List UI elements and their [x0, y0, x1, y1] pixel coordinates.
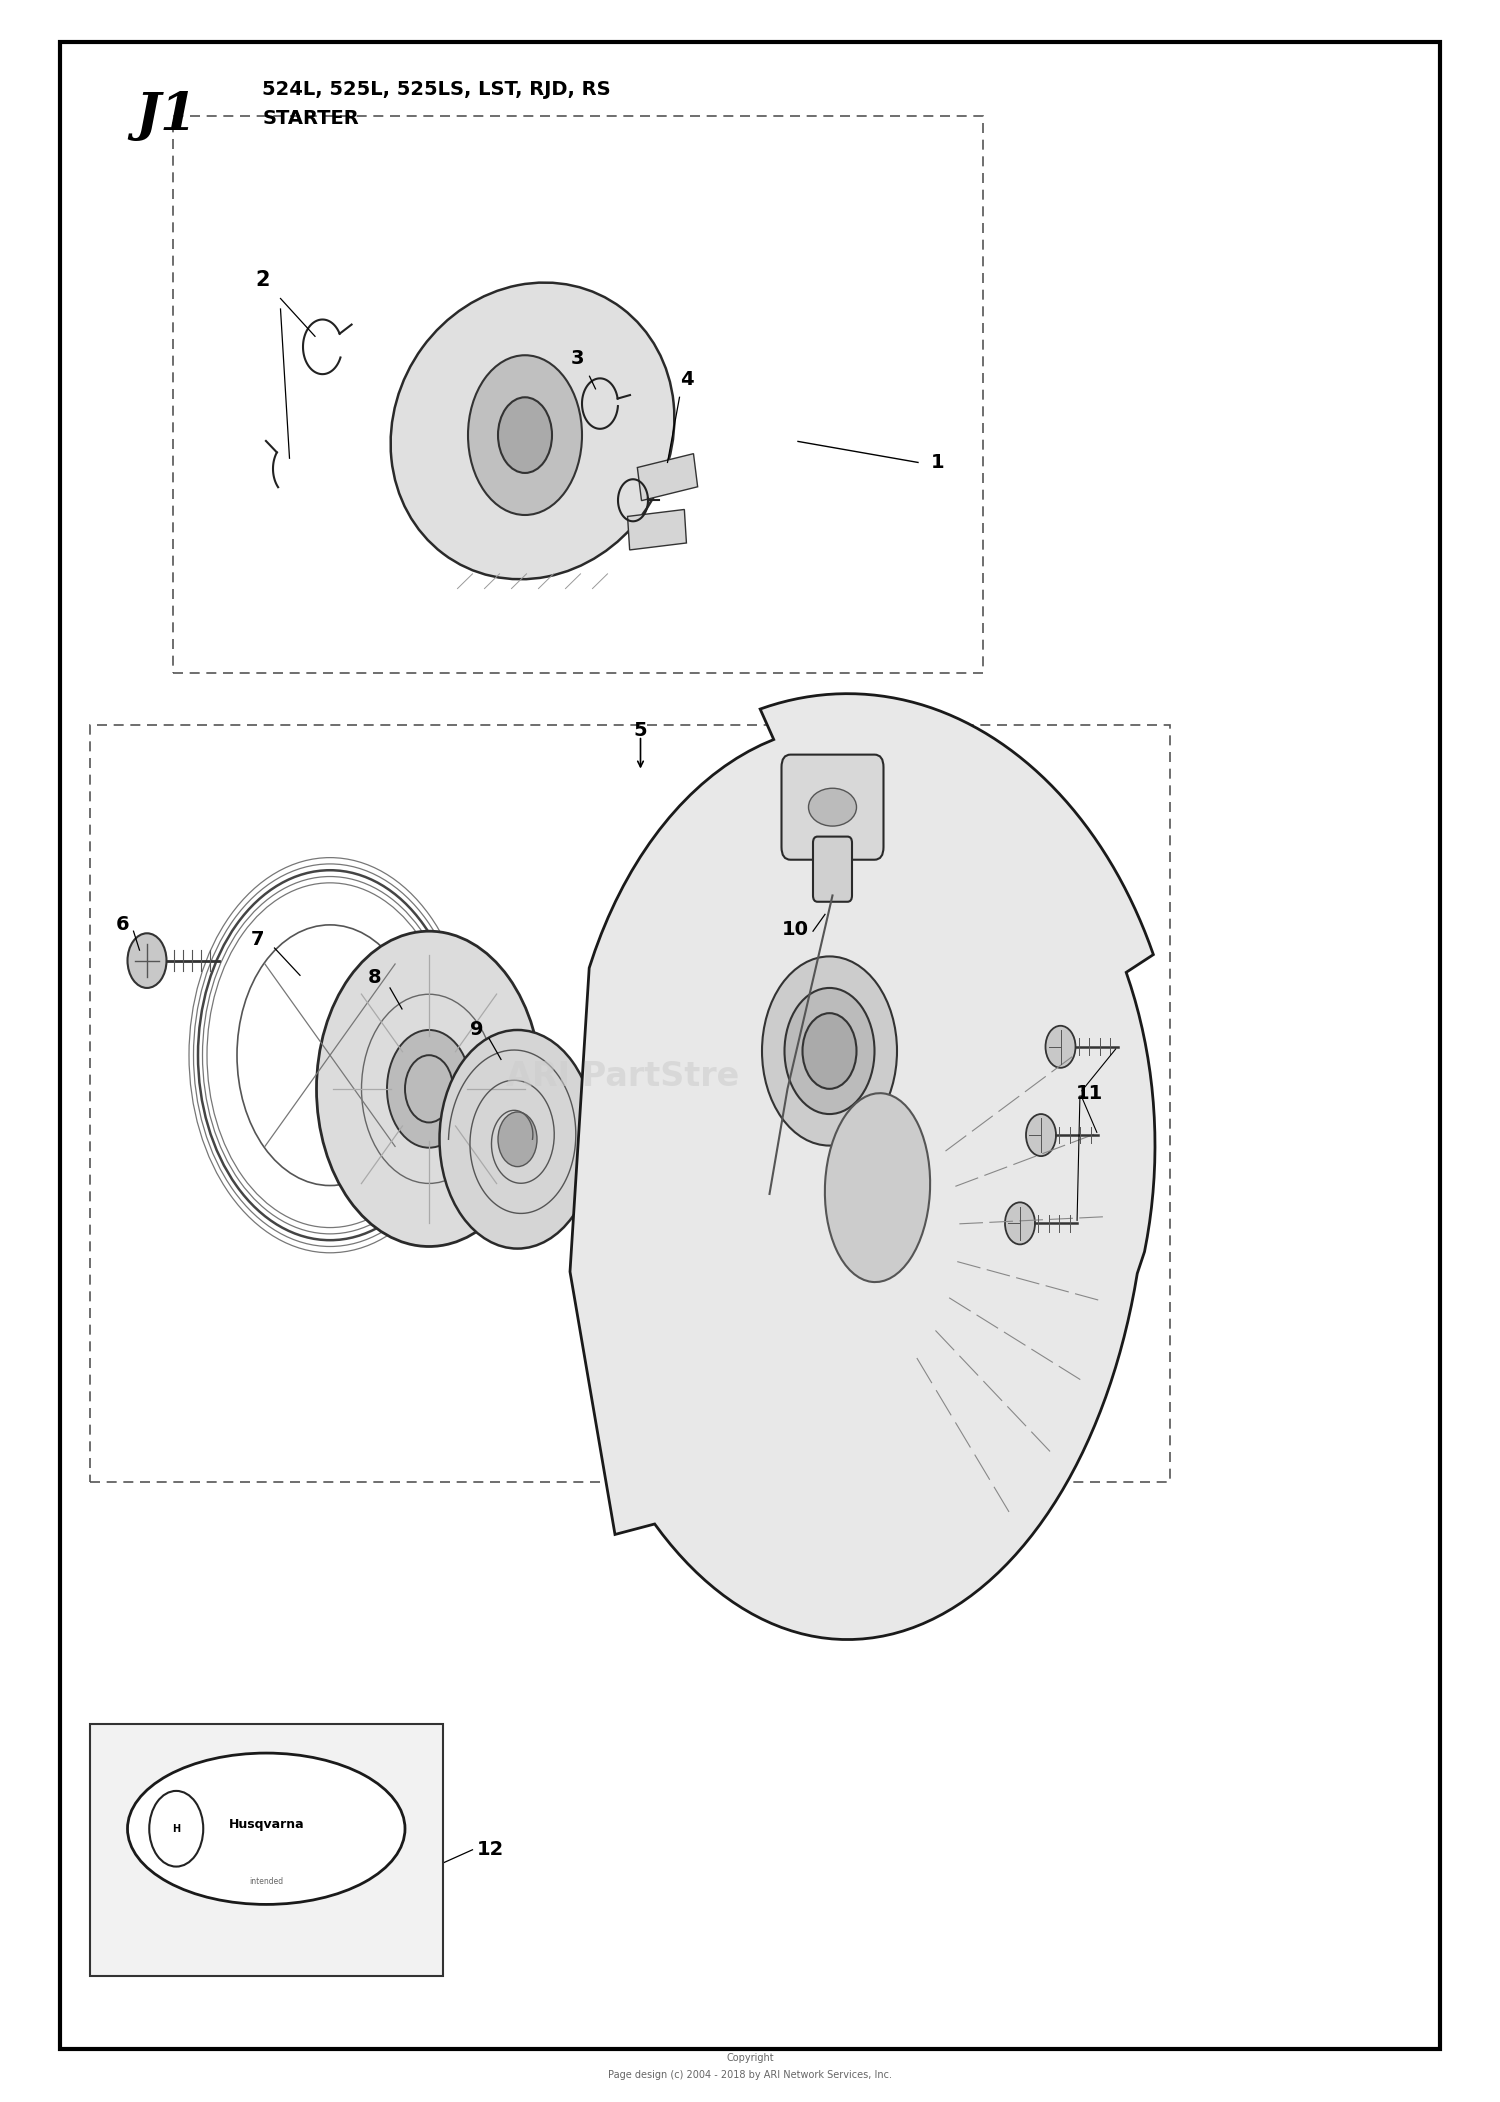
- Text: 3: 3: [570, 349, 585, 368]
- Text: 6: 6: [116, 914, 130, 935]
- Ellipse shape: [808, 788, 856, 826]
- Text: STARTER: STARTER: [262, 109, 360, 128]
- Circle shape: [440, 1030, 596, 1249]
- Text: 10: 10: [782, 919, 808, 940]
- Text: Husqvarna: Husqvarna: [228, 1818, 304, 1831]
- Ellipse shape: [390, 282, 675, 580]
- Circle shape: [498, 1112, 537, 1167]
- Text: J1: J1: [135, 90, 196, 141]
- Text: H: H: [172, 1825, 180, 1833]
- Bar: [172, 116, 982, 673]
- Text: 524L, 525L, 525LS, LST, RJD, RS: 524L, 525L, 525LS, LST, RJD, RS: [262, 80, 610, 99]
- Circle shape: [1005, 1202, 1035, 1244]
- Bar: [90, 725, 1170, 1482]
- Text: 11: 11: [1076, 1083, 1102, 1104]
- Ellipse shape: [825, 1093, 930, 1282]
- Circle shape: [802, 1013, 856, 1089]
- Circle shape: [405, 1055, 453, 1122]
- Text: 7: 7: [251, 929, 264, 950]
- Circle shape: [784, 988, 874, 1114]
- Text: 5: 5: [633, 721, 648, 740]
- Circle shape: [1026, 1114, 1056, 1156]
- Circle shape: [128, 933, 166, 988]
- Text: intended: intended: [249, 1877, 284, 1885]
- FancyBboxPatch shape: [782, 755, 883, 860]
- FancyBboxPatch shape: [813, 837, 852, 902]
- Text: 9: 9: [471, 1019, 483, 1040]
- Text: 8: 8: [368, 967, 382, 988]
- Circle shape: [148, 1791, 204, 1867]
- Text: 12: 12: [477, 1839, 504, 1860]
- Circle shape: [1046, 1026, 1076, 1068]
- Text: 1: 1: [930, 452, 945, 473]
- Circle shape: [387, 1030, 471, 1148]
- Polygon shape: [638, 454, 698, 500]
- Circle shape: [316, 931, 542, 1246]
- Circle shape: [762, 956, 897, 1146]
- Polygon shape: [570, 694, 1155, 1640]
- Text: 4: 4: [680, 370, 694, 389]
- Bar: [90, 1724, 442, 1976]
- Text: Page design (c) 2004 - 2018 by ARI Network Services, Inc.: Page design (c) 2004 - 2018 by ARI Netwo…: [608, 2070, 892, 2079]
- Text: 2: 2: [255, 269, 270, 290]
- Polygon shape: [627, 509, 687, 551]
- Circle shape: [498, 397, 552, 473]
- Circle shape: [468, 355, 582, 515]
- Ellipse shape: [128, 1753, 405, 1904]
- Text: ARI PartStre: ARI PartStre: [506, 1059, 740, 1093]
- Text: Copyright: Copyright: [726, 2054, 774, 2062]
